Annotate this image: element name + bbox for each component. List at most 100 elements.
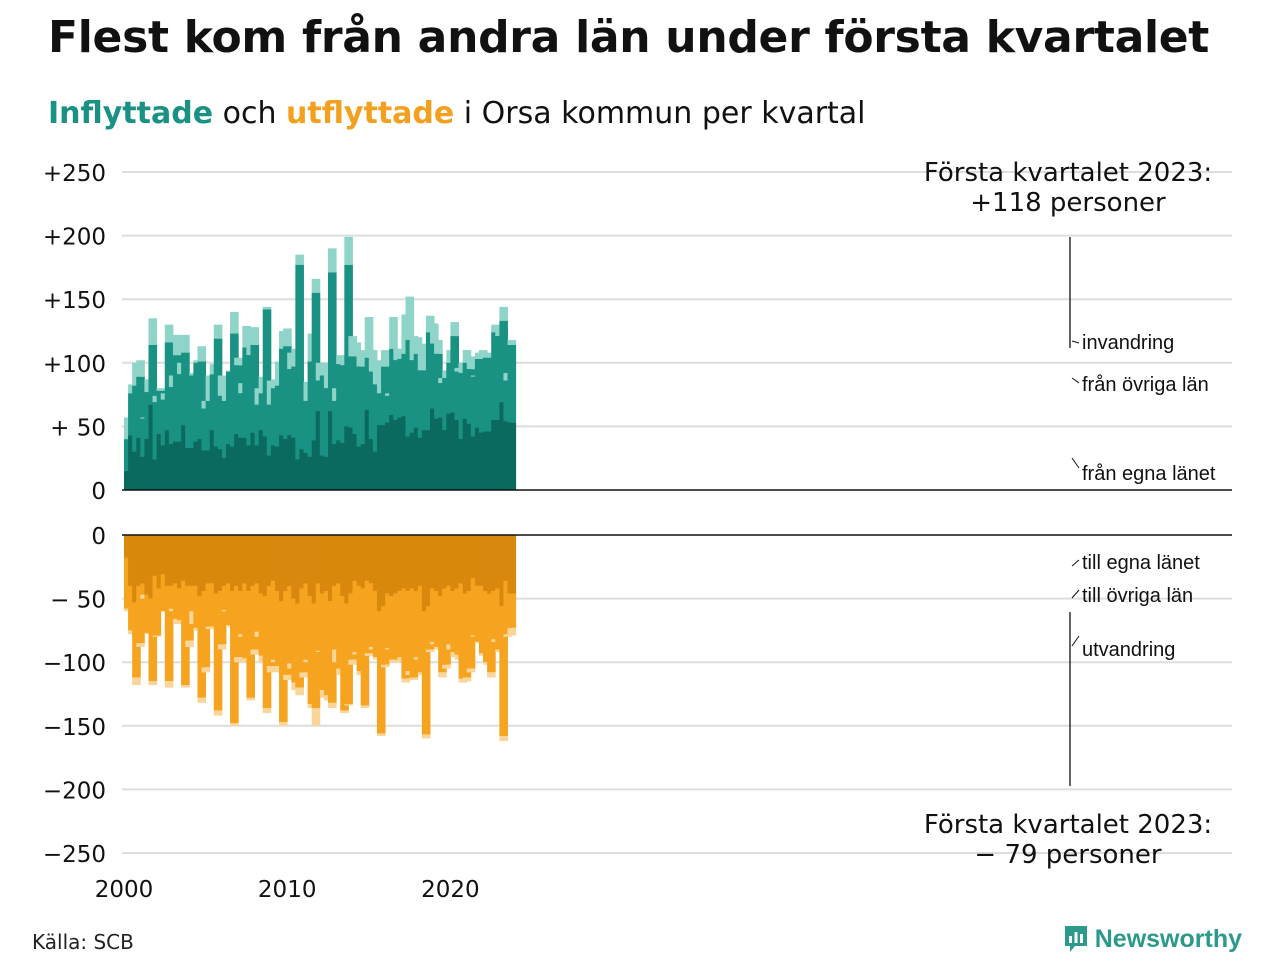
y-tick-label: + 50	[50, 415, 106, 441]
y-tick-label: −200	[43, 778, 106, 804]
chart-subtitle: Inflyttade och utflyttade i Orsa kommun …	[48, 96, 866, 131]
bar-out-utvandring	[438, 672, 447, 678]
label-utvandring: utvandring	[1082, 639, 1175, 661]
bar-out-utvandring	[250, 649, 260, 655]
bar-in-invandring	[250, 327, 260, 345]
bar-in-invandring	[434, 339, 443, 354]
bar-out-utvandring	[507, 627, 517, 636]
bar-out-utvandring	[295, 687, 304, 696]
bar-in-invandring	[507, 339, 517, 345]
bar-in-invandring	[352, 342, 362, 357]
bar-out-utvandring	[340, 710, 349, 714]
y-tick-label: −100	[43, 651, 106, 677]
bar-in-invandring	[234, 357, 243, 366]
bar-out-utvandring	[164, 681, 174, 688]
bar-out-utvandring	[148, 681, 158, 686]
bar-out-ovriga-lan	[201, 590, 211, 668]
bar-in-egna-lanet	[507, 422, 517, 490]
bar-out-utvandring	[185, 640, 194, 647]
bar-out-ovriga-lan	[376, 611, 386, 734]
label-fran-egna-lanet: från egna länet	[1082, 463, 1216, 485]
bar-out-ovriga-lan	[217, 590, 227, 645]
bar-out-utvandring	[328, 702, 337, 708]
annotation-in-line2: +118 personer	[970, 188, 1166, 218]
bar-in-ovriga-lan	[499, 320, 508, 403]
bar-in-invandring	[283, 328, 292, 347]
bar-in-invandring	[372, 360, 382, 385]
label-leader	[1071, 457, 1080, 469]
bar-out-utvandring	[487, 672, 496, 678]
bar-in-invandring	[364, 317, 374, 358]
bar-out-utvandring	[217, 644, 227, 650]
bar-in-invandring	[356, 350, 366, 367]
bar-out-utvandring	[344, 704, 353, 706]
bar-in-invandring	[136, 360, 145, 377]
bar-in-invandring	[381, 350, 390, 367]
bar-out-utvandring	[213, 710, 223, 716]
bar-out-ovriga-lan	[507, 593, 517, 628]
bar-out-ovriga-lan	[152, 575, 162, 636]
bar-in-invandring	[230, 311, 239, 334]
bar-out-utvandring	[230, 723, 239, 726]
bar-in-invandring	[172, 334, 182, 356]
subtitle-rest: i Orsa kommun per kvartal	[454, 96, 866, 131]
bar-in-invandring	[213, 324, 223, 339]
bar-in-invandring	[499, 306, 508, 321]
y-tick-label: −250	[43, 842, 106, 868]
y-tick-label: 0	[91, 479, 106, 505]
y-tick-label: +150	[43, 288, 106, 314]
bar-out-utvandring	[364, 653, 374, 656]
newsworthy-logo-icon	[1064, 926, 1087, 952]
annotation-in-line1: Första kvartalet 2023:	[924, 158, 1212, 188]
bar-out-utvandring	[279, 721, 288, 726]
y-tick-label: +100	[43, 352, 106, 378]
bar-out-utvandring	[348, 659, 357, 665]
label-leader	[1071, 635, 1080, 647]
y-tick-label: −150	[43, 715, 106, 741]
bar-out-egna-lanet	[507, 535, 517, 594]
bar-in-invandring	[483, 352, 492, 358]
bar-out-utvandring	[283, 674, 292, 681]
bar-out-utvandring	[421, 734, 431, 739]
bar-out-utvandring	[462, 677, 472, 682]
y-tick-label: − 50	[50, 588, 106, 614]
label-leader	[1071, 340, 1080, 344]
bar-in-invandring	[311, 278, 321, 293]
bar-in-ovriga-lan	[507, 344, 517, 423]
y-tick-label: 0	[91, 524, 106, 550]
annotation-out-line2: − 79 personer	[974, 840, 1162, 870]
bar-out-ovriga-lan	[499, 606, 508, 736]
bar-out-utvandring	[466, 668, 476, 673]
bar-out-ovriga-lan	[164, 585, 174, 682]
bar-out-utvandring	[381, 664, 390, 668]
label-till-egna-lanet: till egna länet	[1082, 552, 1200, 574]
bar-in-invandring	[389, 317, 398, 349]
bar-out-utvandring	[136, 643, 145, 647]
subtitle-and: och	[213, 96, 286, 131]
bar-out-ovriga-lan	[148, 598, 158, 682]
subtitle-inflyttade: Inflyttade	[48, 96, 214, 131]
label-leader	[1071, 559, 1080, 567]
bar-in-invandring	[148, 318, 158, 345]
bar-out-ovriga-lan	[421, 611, 431, 735]
bar-in-ovriga-lan	[295, 264, 304, 460]
brand-logo: Newsworthy	[1063, 924, 1242, 954]
bar-in-invandring	[405, 296, 415, 340]
chart-title: Flest kom från andra län under första kv…	[48, 12, 1210, 63]
bar-in-invandring	[262, 306, 272, 310]
bar-out-utvandring	[376, 733, 386, 736]
bar-in-ovriga-lan	[148, 344, 158, 405]
x-tick-label: 2010	[258, 877, 317, 903]
bar-out-utvandring	[181, 685, 190, 688]
annotation-out-line1: Första kvartalet 2023:	[924, 810, 1212, 840]
x-tick-label: 2020	[421, 877, 480, 903]
source-note: Källa: SCB	[32, 930, 134, 954]
bar-out-utvandring	[360, 705, 370, 708]
bar-out-utvandring	[262, 707, 272, 714]
bar-out-ovriga-lan	[311, 603, 321, 708]
bar-in-ovriga-lan	[262, 309, 272, 437]
bar-in-invandring	[197, 346, 207, 362]
bar-in-invandring	[430, 323, 439, 344]
label-leader	[1071, 589, 1080, 599]
